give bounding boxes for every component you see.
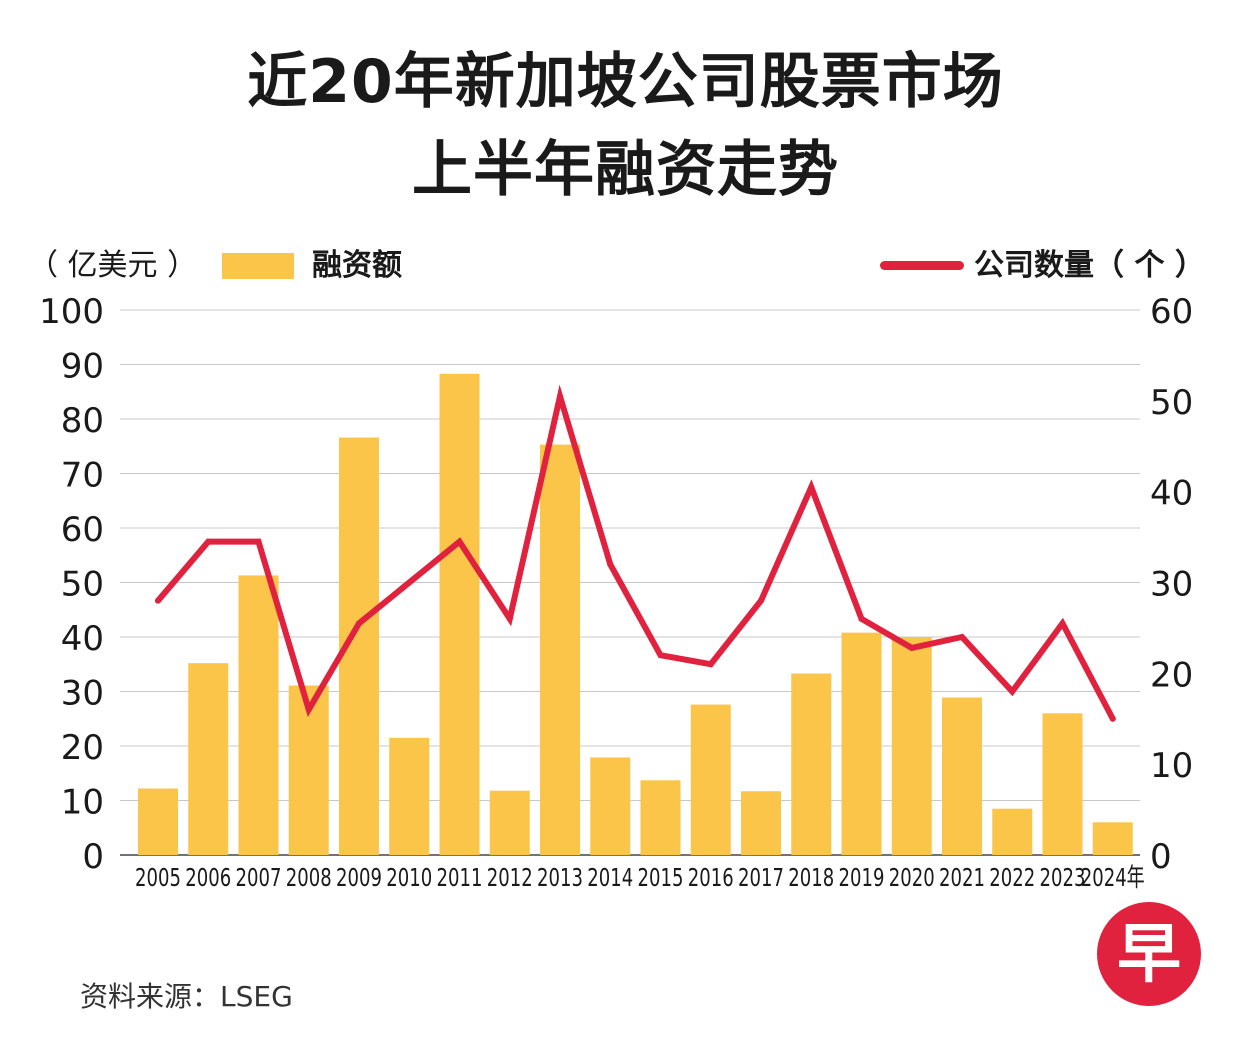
bar-2013 — [540, 444, 580, 855]
x-axis-tick-label: 2017 — [738, 864, 784, 893]
bar-2022 — [992, 808, 1033, 855]
line-point-2011 — [456, 538, 463, 545]
bar-2011 — [439, 373, 480, 855]
line-point-2005 — [155, 597, 161, 604]
line-point-2012 — [506, 615, 513, 622]
line-point-2010 — [406, 579, 413, 586]
x-axis-tick-label: 2010 — [386, 864, 432, 893]
right-axis-tick-label: 10 — [1150, 746, 1193, 786]
left-axis-tick-label: 70 — [61, 456, 104, 496]
logo-circle — [1097, 902, 1201, 1006]
line-point-2017 — [758, 597, 764, 604]
line-point-2018 — [808, 484, 815, 491]
right-axis-tick-label: 40 — [1150, 474, 1193, 514]
logo-char: 早 — [1117, 918, 1181, 992]
line-point-2022 — [1009, 688, 1016, 695]
bar-2005 — [138, 788, 178, 855]
x-axis-tick-label: 2019 — [839, 864, 885, 893]
company-count-line — [155, 384, 1116, 722]
left-axis-tick-label: 80 — [61, 401, 104, 441]
bar-2016 — [690, 704, 731, 855]
left-axis-unit-label: （ 亿美元 ） — [28, 248, 198, 283]
chart-title-line1: 近20年新加坡公司股票市场 — [247, 47, 1004, 117]
line-point-2007 — [255, 538, 262, 545]
bar-2014 — [590, 757, 631, 855]
zaobao-logo-icon: 早 — [1097, 902, 1201, 1006]
line-point-2015 — [657, 652, 664, 659]
left-axis-tick-label: 60 — [61, 510, 104, 550]
source-note: 资料来源：LSEG — [80, 980, 293, 1013]
line-point-2016 — [707, 661, 714, 668]
bar-2023 — [1042, 713, 1083, 855]
x-axis-tick-label: 2016 — [688, 864, 734, 893]
x-axis-tick-label: 2023 — [1040, 864, 1086, 893]
x-axis-tick-label: 2024年 — [1081, 864, 1145, 893]
left-axis-tick-label: 30 — [61, 674, 104, 714]
x-axis-tick-label: 2018 — [788, 864, 834, 893]
bar-2010 — [389, 737, 430, 855]
left-axis-tick-label: 20 — [61, 728, 104, 768]
bar-legend-label: 融资额 — [312, 248, 402, 283]
line-point-2020 — [908, 644, 915, 651]
x-axis-tick-label: 2007 — [236, 864, 282, 893]
bar-legend-swatch — [222, 253, 294, 279]
bar-2020 — [891, 637, 932, 855]
left-axis-tick-label: 40 — [61, 619, 104, 659]
line-point-2006 — [205, 538, 212, 545]
line-legend-swatch — [880, 261, 964, 270]
x-axis-tick-label: 2008 — [286, 864, 332, 893]
x-axis-tick-label: 2020 — [889, 864, 935, 893]
x-axis-tick-label: 2009 — [336, 864, 382, 893]
bar-2015 — [640, 780, 681, 855]
x-axis-tick-label: 2005 — [135, 864, 181, 893]
bar-2018 — [791, 673, 832, 855]
bar-2021 — [942, 697, 982, 855]
x-axis-tick-label: 2012 — [487, 864, 533, 893]
right-axis-tick-label: 20 — [1150, 655, 1193, 695]
x-axis-tick-label: 2015 — [638, 864, 684, 893]
bar-2024年 — [1092, 822, 1133, 855]
line-point-2013 — [557, 393, 563, 400]
left-axis-tick-label: 0 — [82, 837, 104, 877]
bar-2007 — [238, 575, 279, 855]
line-point-2009 — [356, 620, 362, 627]
left-axis-tick-label: 10 — [61, 783, 104, 823]
bar-2017 — [741, 791, 781, 855]
left-axis-tick-label: 100 — [39, 292, 104, 332]
bar-2019 — [841, 632, 882, 855]
line-point-2023 — [1059, 620, 1066, 627]
line-point-2008 — [305, 706, 312, 713]
left-axis-tick-label: 90 — [61, 347, 104, 387]
x-axis-tick-label: 2014 — [587, 864, 633, 893]
left-axis-tick-label: 50 — [61, 565, 104, 605]
line-legend-label: 公司数量（ 个 ） — [974, 248, 1205, 283]
chart-title-line2: 上半年融资走势 — [412, 135, 839, 205]
bar-2006 — [188, 663, 229, 855]
line-point-2019 — [858, 615, 865, 622]
x-axis-tick-label: 2006 — [185, 864, 231, 893]
right-axis-tick-label: 60 — [1150, 292, 1193, 332]
x-axis-tick-label: 2011 — [437, 864, 483, 893]
x-axis-tick-label: 2021 — [939, 864, 985, 893]
line-point-2024年 — [1109, 715, 1116, 722]
right-axis-tick-label: 0 — [1150, 837, 1172, 877]
line-point-2014 — [607, 561, 614, 568]
x-axis-tick-label: 2013 — [537, 864, 583, 893]
right-axis-tick-label: 30 — [1150, 565, 1193, 605]
bar-2012 — [489, 790, 530, 855]
line-point-2021 — [959, 634, 965, 640]
x-axis-tick-label: 2022 — [989, 864, 1035, 893]
right-axis-tick-label: 50 — [1150, 383, 1193, 423]
